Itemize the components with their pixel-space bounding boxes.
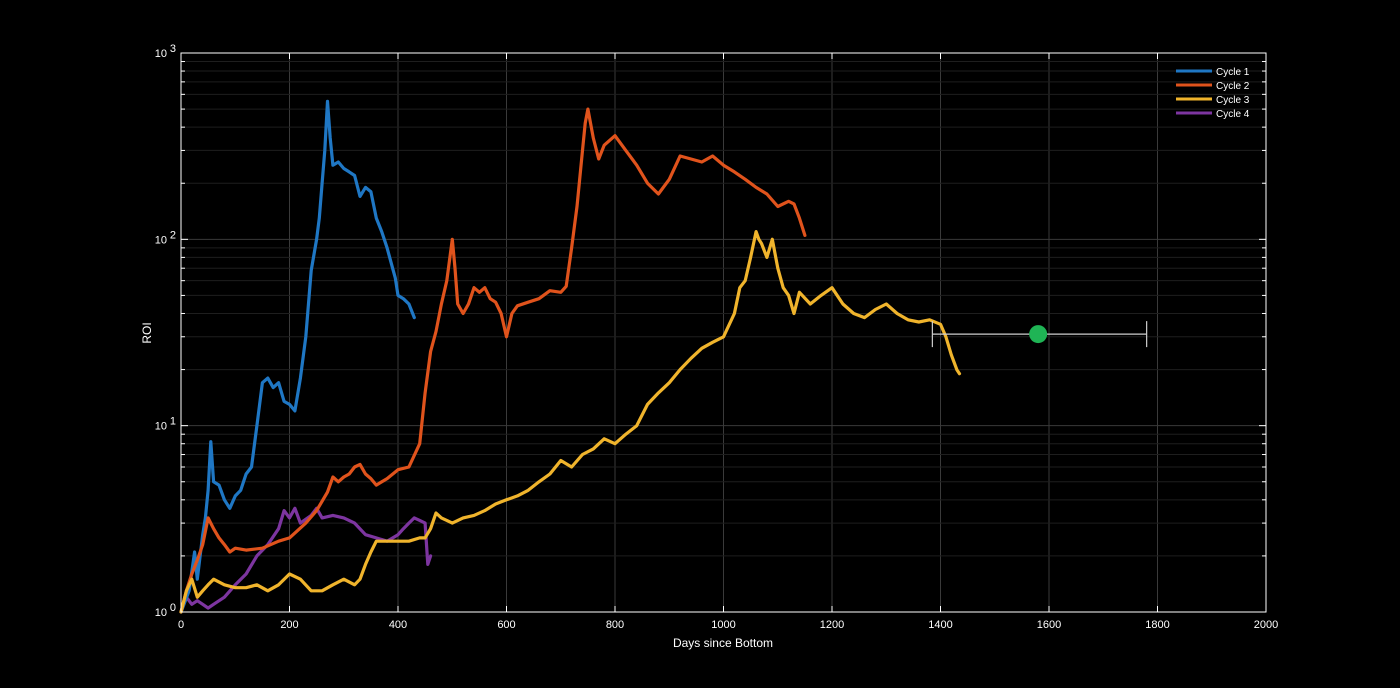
y-tick-exponent: 3 bbox=[170, 43, 176, 55]
series-line-cycle-3 bbox=[179, 230, 962, 614]
x-tick-label: 800 bbox=[606, 619, 624, 631]
series-line-cycle-2 bbox=[179, 107, 807, 614]
x-axis-label: Days since Bottom bbox=[673, 636, 773, 650]
y-axis-label: ROI bbox=[140, 322, 154, 343]
y-tick-base: 10 bbox=[155, 234, 167, 246]
errorbar-marker bbox=[1029, 325, 1048, 344]
y-tick-base: 10 bbox=[155, 421, 167, 433]
y-tick-exponent: 1 bbox=[170, 416, 176, 428]
x-tick-label: 1600 bbox=[1037, 619, 1061, 631]
y-tick-exponent: 2 bbox=[170, 229, 176, 241]
y-tick-label: 10 bbox=[155, 48, 167, 60]
y-tick-label: 10 bbox=[155, 607, 167, 619]
y-tick-base: 10 bbox=[155, 607, 167, 619]
x-tick-label: 1400 bbox=[928, 619, 952, 631]
x-tick-label: 2000 bbox=[1254, 619, 1278, 631]
x-tick-label: 400 bbox=[389, 619, 407, 631]
grid bbox=[181, 53, 1266, 612]
series-line-cycle-1 bbox=[179, 99, 416, 614]
x-tick-label: 200 bbox=[280, 619, 298, 631]
y-tick-base: 10 bbox=[155, 48, 167, 60]
legend: Cycle 1 Cycle 2 Cycle 3 Cycle 4 bbox=[1176, 67, 1250, 120]
x-tick-label: 1000 bbox=[711, 619, 735, 631]
legend-label: Cycle 3 bbox=[1216, 95, 1250, 106]
legend-label: Cycle 4 bbox=[1216, 109, 1250, 120]
x-tick-label: 1800 bbox=[1145, 619, 1169, 631]
legend-label: Cycle 2 bbox=[1216, 81, 1250, 92]
plot-area bbox=[179, 99, 1148, 614]
x-axis: 0 200 400 600 800 1000 1200 1400 1600 1800 2000 bbox=[178, 53, 1278, 631]
x-tick-label: 0 bbox=[178, 619, 184, 631]
y-tick-exponent: 0 bbox=[170, 602, 176, 614]
x-tick-label: 600 bbox=[497, 619, 515, 631]
legend-label: Cycle 1 bbox=[1216, 67, 1250, 78]
y-tick-label: 10 bbox=[155, 234, 167, 246]
y-tick-label: 10 bbox=[155, 421, 167, 433]
series-line-cycle-4 bbox=[179, 506, 433, 614]
x-tick-label: 1200 bbox=[820, 619, 844, 631]
